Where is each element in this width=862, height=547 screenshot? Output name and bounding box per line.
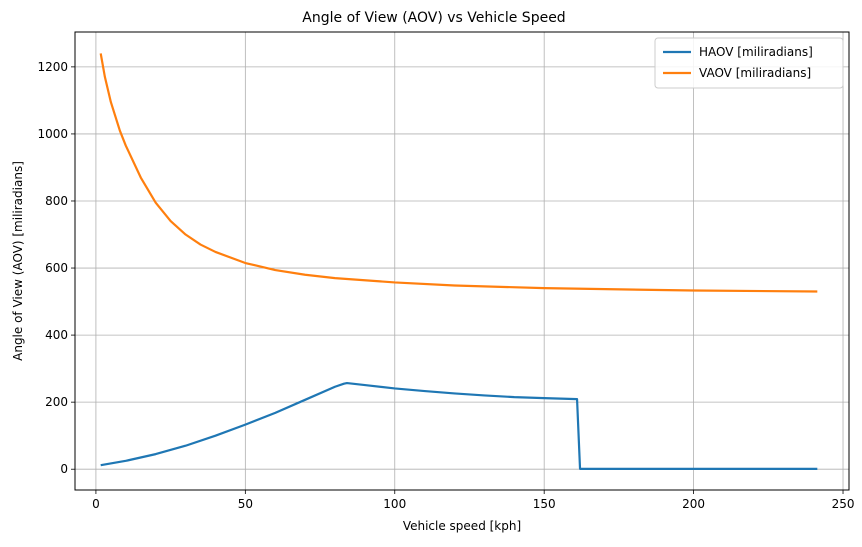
y-tick-label: 1200 (37, 60, 68, 74)
y-tick-label: 1000 (37, 127, 68, 141)
plot-frame (74, 31, 850, 491)
y-tick-label: 800 (45, 194, 68, 208)
x-axis-label: Vehicle speed [kph] (403, 519, 521, 533)
y-tick-label: 400 (45, 328, 68, 342)
x-tick-label: 200 (682, 497, 705, 511)
legend-label: HAOV [miliradians] (699, 45, 813, 59)
y-tick-label: 0 (60, 462, 68, 476)
x-tick-label: 50 (238, 497, 253, 511)
legend-label: VAOV [miliradians] (699, 66, 811, 80)
x-tick-label: 100 (383, 497, 406, 511)
y-tick-label: 600 (45, 261, 68, 275)
series-lines (99, 53, 818, 470)
grid (75, 32, 849, 490)
chart-title: Angle of View (AOV) vs Vehicle Speed (302, 10, 565, 26)
legend: HAOV [miliradians] VAOV [miliradians] (654, 37, 844, 89)
y-axis-label: Angle of View (AOV) [miliradians] (11, 161, 25, 361)
series-line-haov (100, 381, 818, 470)
legend-box (654, 37, 844, 89)
x-tick-label: 250 (832, 497, 855, 511)
y-tick-label: 200 (45, 395, 68, 409)
x-tick-label: 150 (533, 497, 556, 511)
series-line-vaov (99, 53, 818, 293)
axis-ticks: 0 50 100 150 200 250 0 200 400 600 800 1000 1200 (37, 60, 854, 511)
x-tick-label: 0 (92, 497, 100, 511)
